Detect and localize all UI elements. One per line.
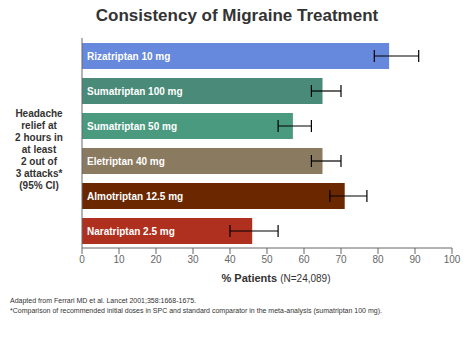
svg-text:70: 70: [335, 254, 347, 265]
html-text:Consistency of Migraine Treatm: Consistency of Migraine Treatment: [95, 6, 379, 25]
svg-text:20: 20: [150, 254, 162, 265]
svg-text:10: 10: [113, 254, 125, 265]
svg-text:60: 60: [298, 254, 310, 265]
html-text:Adapted from Ferrari MD et al.: Adapted from Ferrari MD et al. Lancet 20…: [10, 297, 196, 304]
svg-text:Almotriptan 12.5 mg: Almotriptan 12.5 mg: [87, 191, 183, 202]
svg-text:Naratriptan 2.5 mg: Naratriptan 2.5 mg: [87, 226, 175, 237]
svg-text:100: 100: [444, 254, 461, 265]
svg-text:Sumatriptan 100 mg: Sumatriptan 100 mg: [87, 86, 183, 97]
html-text:% Patients (N=24,089): % Patients (N=24,089): [221, 272, 331, 284]
html-text:*Comparison of recommended ini: *Comparison of recommended initial doses…: [10, 307, 382, 314]
svg-text:50: 50: [261, 254, 273, 265]
svg-text:Eletriptan 40 mg: Eletriptan 40 mg: [87, 156, 165, 167]
svg-text:80: 80: [372, 254, 384, 265]
svg-text:Sumatriptan 50 mg: Sumatriptan 50 mg: [87, 121, 177, 132]
svg-text:40: 40: [224, 254, 236, 265]
svg-text:0: 0: [79, 254, 85, 265]
html-text:Headache relief at 2 hours in: Headache relief at 2 hours in at least 2…: [15, 108, 63, 191]
svg-text:30: 30: [187, 254, 199, 265]
svg-text:Rizatriptan 10 mg: Rizatriptan 10 mg: [87, 51, 170, 62]
svg-text:90: 90: [409, 254, 421, 265]
